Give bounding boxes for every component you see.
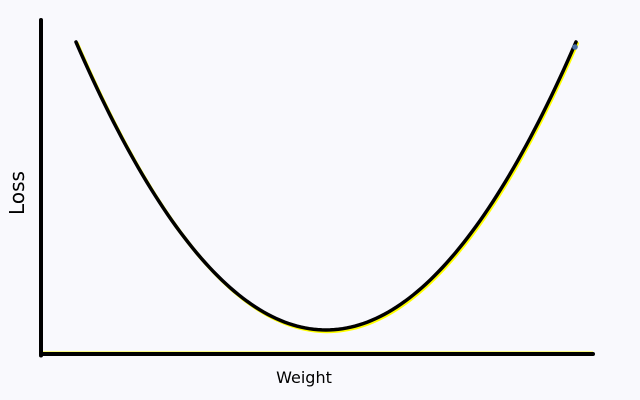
curve-end-marker [572,44,578,50]
y-axis-label: Loss [5,171,29,215]
loss-curve [74,40,578,332]
x-axis-label: Weight [276,368,332,387]
plot-area [39,18,595,358]
